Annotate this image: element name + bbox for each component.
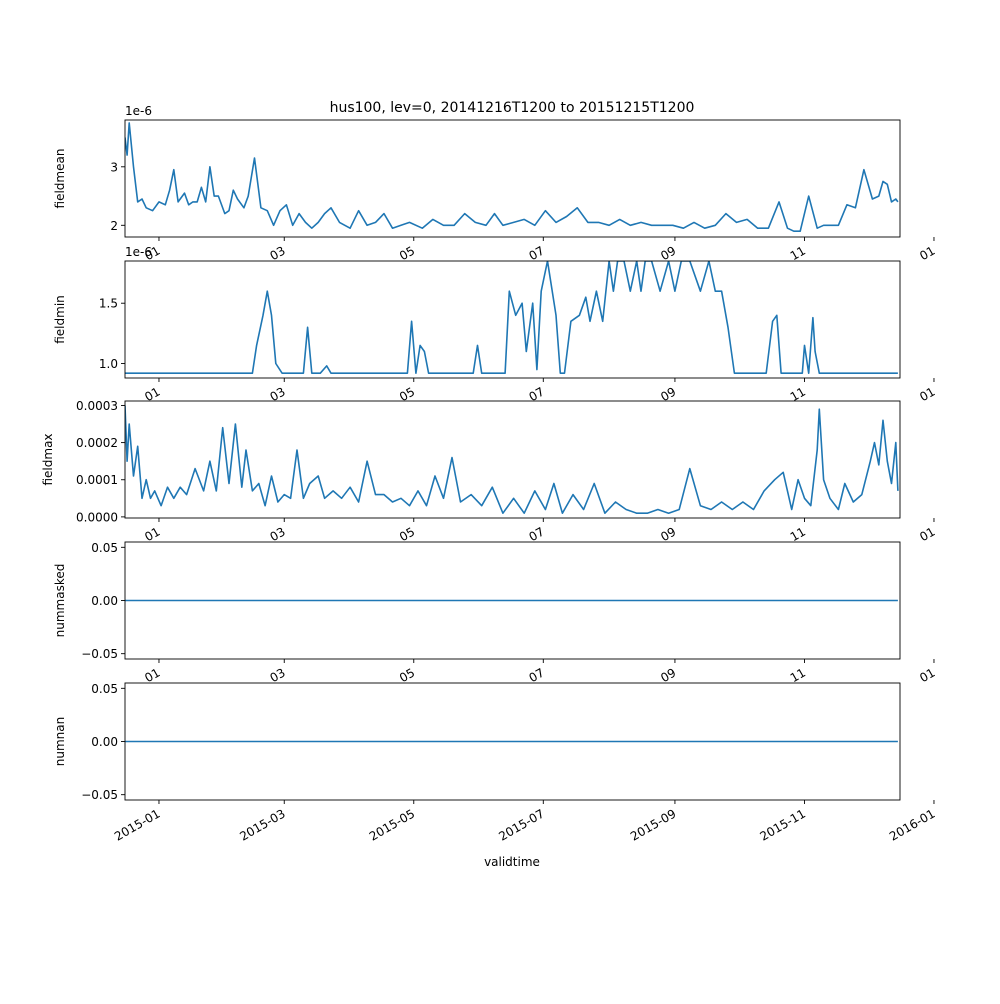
chart-title: hus100, lev=0, 20141216T1200 to 20151215…	[330, 100, 695, 116]
fieldmin-offset-text: 1e-6	[125, 245, 152, 259]
fieldmean-series-line	[125, 122, 899, 232]
x-tick-label: 09	[658, 243, 678, 263]
x-tick-label: 03	[268, 384, 288, 404]
nummasked-y-tick-label: 0.00	[91, 594, 118, 608]
fieldmin-y-tick-label: 1.5	[99, 297, 118, 311]
fieldmin-series-line	[125, 261, 898, 375]
x-tick-label: 01	[917, 665, 937, 685]
fieldmax-y-tick-label: 0.0002	[76, 436, 118, 450]
fieldmax-y-tick-label: 0.0001	[76, 473, 118, 487]
fieldmean-y-tick-label: 2	[110, 219, 118, 233]
fieldmax-y-tick-label: 0.0000	[76, 510, 118, 524]
fieldmean-y-label: fieldmean	[53, 149, 67, 209]
x-tick-label: 03	[268, 243, 288, 263]
x-tick-label: 11	[788, 243, 808, 263]
fieldmax-series-line	[125, 405, 899, 515]
x-tick-label: 07	[527, 524, 547, 544]
x-tick-label: 01	[142, 384, 162, 404]
x-tick-label: 09	[658, 665, 678, 685]
x-tick-label: 01	[142, 243, 162, 263]
x-tick-label: 09	[658, 524, 678, 544]
x-tick-label: 09	[658, 384, 678, 404]
x-tick-label: 11	[788, 384, 808, 404]
numnan-y-tick-label: 0.00	[91, 735, 118, 749]
fieldmean-axes-frame	[124, 119, 901, 238]
numnan-y-tick-label: 0.05	[91, 682, 118, 696]
fieldmax-y-label: fieldmax	[41, 433, 55, 485]
x-tick-label: 05	[397, 665, 417, 685]
fieldmean-offset-text: 1e-6	[125, 104, 152, 118]
x-tick-label: 07	[527, 384, 547, 404]
fieldmin-y-tick-label: 1.0	[99, 357, 118, 371]
x-tick-label: 03	[268, 524, 288, 544]
fieldmin-y-label: fieldmin	[53, 295, 67, 344]
x-tick-label: 07	[527, 243, 547, 263]
fieldmin-axes-frame	[124, 260, 901, 379]
x-tick-label: 01	[142, 665, 162, 685]
x-tick-label: 01	[917, 384, 937, 404]
panel-fieldmax: 0.0000 0.0001 0.0002 0.0003 fieldmax 01 03 05 07…	[41, 399, 937, 544]
x-tick-label: 07	[527, 665, 547, 685]
x-tick-label: 11	[788, 665, 808, 685]
numnan-y-label: numnan	[53, 717, 67, 766]
x-tick-label: 01	[917, 524, 937, 544]
fieldmean-y-tick-label: 3	[110, 160, 118, 174]
x-tick-label: 05	[397, 524, 417, 544]
nummasked-y-tick-label: 0.05	[91, 541, 118, 555]
x-tick-label: 03	[268, 665, 288, 685]
nummasked-y-label: nummasked	[53, 564, 67, 638]
x-tick-label: 01	[142, 524, 162, 544]
x-axis-label: validtime	[484, 855, 540, 869]
fieldmax-y-tick-label: 0.0003	[76, 399, 118, 413]
x-tick-label: 05	[397, 243, 417, 263]
x-tick-label: 01	[917, 243, 937, 263]
x-tick-label: 05	[397, 384, 417, 404]
nummasked-y-tick-label: −0.05	[81, 647, 118, 661]
x-tick-label: 11	[788, 524, 808, 544]
numnan-y-tick-label: −0.05	[81, 788, 118, 802]
panel-nummasked: −0.05 0.00 0.05 nummasked 01 03 05 07 09 11 01	[53, 541, 937, 685]
fieldmax-axes-frame	[124, 400, 901, 519]
